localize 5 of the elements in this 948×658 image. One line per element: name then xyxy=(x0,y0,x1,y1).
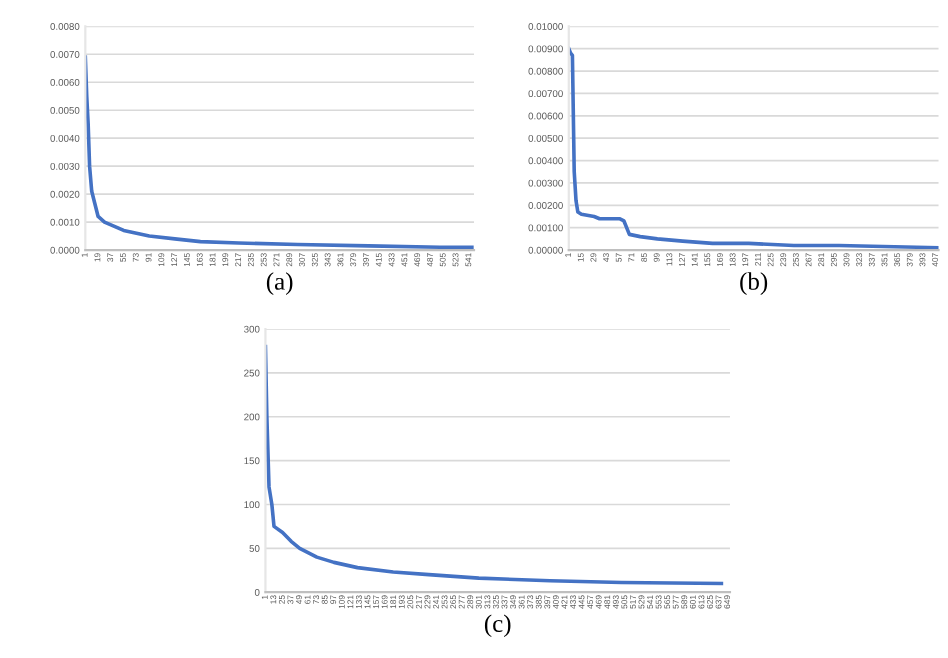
x-axis-title: (b) xyxy=(740,272,768,295)
line-series xyxy=(568,46,939,250)
x-axis-title: (a) xyxy=(266,272,293,295)
line-series xyxy=(85,55,474,250)
x-axis-title: (c) xyxy=(484,614,511,638)
